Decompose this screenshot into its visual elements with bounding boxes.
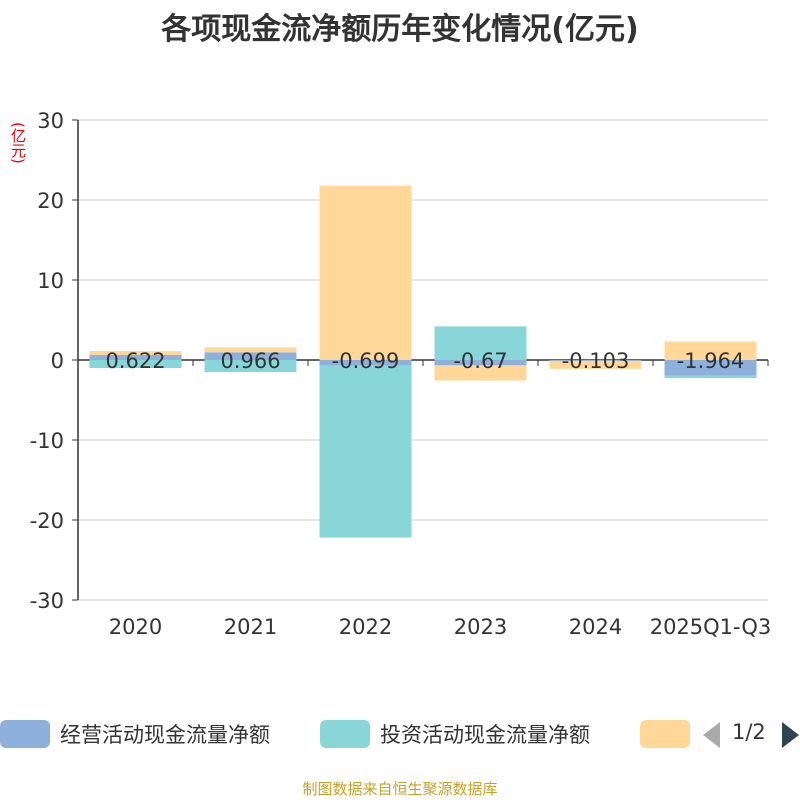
bar-series-2 bbox=[89, 360, 182, 368]
x-tick-label: 2023 bbox=[454, 615, 507, 639]
bar-chart: 30 20 10 0 -10 -20 -30 2020 0.622 2021 0.966 2022 -0… bbox=[30, 109, 772, 639]
legend-next-page-icon[interactable] bbox=[782, 722, 799, 748]
legend-prev-page-icon[interactable] bbox=[703, 722, 720, 748]
legend-item-investing[interactable]: 投资活动现金流量净额 bbox=[320, 714, 590, 754]
legend-label-investing: 投资活动现金流量净额 bbox=[380, 723, 590, 747]
x-tick-label: 2025Q1-Q3 bbox=[650, 615, 772, 639]
y-tick-label: -30 bbox=[30, 589, 64, 613]
legend-pager: 1/2 bbox=[700, 714, 800, 754]
bar-series-1 bbox=[549, 360, 642, 361]
data-label: -0.67 bbox=[453, 349, 507, 373]
bar-series-3 bbox=[664, 341, 757, 360]
bar-series-1 bbox=[319, 360, 412, 366]
y-tick-label: 0 bbox=[51, 349, 64, 373]
bar-series-1 bbox=[664, 360, 757, 376]
y-tick-label: 10 bbox=[37, 269, 64, 293]
legend-swatch-financing bbox=[640, 720, 690, 748]
data-label: -0.103 bbox=[562, 349, 630, 373]
y-tick-label: -10 bbox=[30, 429, 64, 453]
bar-series-3 bbox=[549, 360, 642, 369]
bar-series-2 bbox=[434, 326, 527, 360]
bar-series-1 bbox=[434, 360, 527, 366]
x-tick-label: 2024 bbox=[569, 615, 622, 639]
data-label: -1.964 bbox=[677, 349, 745, 373]
data-label: -0.699 bbox=[332, 349, 400, 373]
legend-page-indicator: 1/2 bbox=[732, 720, 766, 744]
bar-series-3 bbox=[319, 185, 412, 360]
bar-series-3 bbox=[434, 365, 527, 381]
legend-item-financing[interactable] bbox=[640, 714, 690, 754]
legend-item-operating[interactable]: 经营活动现金流量净额 bbox=[0, 714, 270, 754]
bar-series-2 bbox=[204, 360, 297, 372]
legend-label-operating: 经营活动现金流量净额 bbox=[60, 723, 270, 747]
y-tick-label: -20 bbox=[30, 509, 64, 533]
x-tick-label: 2021 bbox=[224, 615, 277, 639]
bar-series-2 bbox=[319, 365, 412, 538]
bar-series-1 bbox=[89, 355, 182, 360]
y-tick-label: 30 bbox=[37, 109, 64, 133]
data-label: 0.966 bbox=[220, 349, 280, 373]
data-source-note: 制图数据来自恒生聚源数据库 bbox=[302, 780, 498, 798]
legend: 经营活动现金流量净额 投资活动现金流量净额 bbox=[0, 714, 800, 754]
legend-swatch-operating bbox=[0, 720, 50, 748]
chart-title: 各项现金流净额历年变化情况(亿元) bbox=[161, 12, 639, 47]
bar-series-2 bbox=[664, 375, 757, 379]
bar-series-1 bbox=[204, 352, 297, 360]
legend-swatch-investing bbox=[320, 720, 370, 748]
bar-series-3 bbox=[89, 351, 182, 356]
x-tick-label: 2022 bbox=[339, 615, 392, 639]
bar-series-3 bbox=[204, 347, 297, 353]
y-axis-unit-label: (亿元) bbox=[9, 122, 27, 164]
data-label: 0.622 bbox=[105, 349, 165, 373]
y-tick-label: 20 bbox=[37, 189, 64, 213]
x-tick-label: 2020 bbox=[109, 615, 162, 639]
